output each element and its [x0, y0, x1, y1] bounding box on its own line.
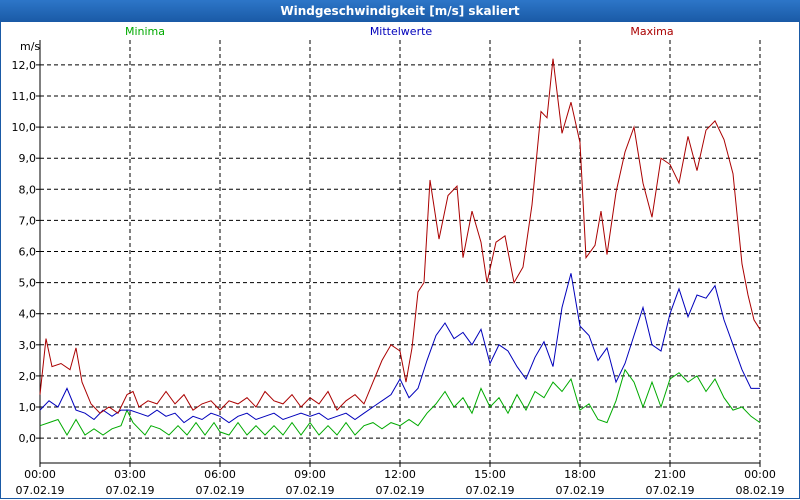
x-tick-time: 21:00 [654, 468, 686, 481]
grid-lines [39, 40, 761, 463]
x-tick-time: 06:00 [204, 468, 236, 481]
y-tick-label: 0,0 [19, 432, 37, 445]
series-lines [39, 58, 761, 436]
y-tick-label: 6,0 [19, 246, 37, 259]
x-tick-date: 07.02.19 [16, 484, 65, 497]
x-tick-time: 00:00 [744, 468, 776, 481]
y-axis-label: m/s [20, 40, 40, 53]
x-tick-date: 07.02.19 [106, 484, 155, 497]
x-tick-time: 00:00 [24, 468, 56, 481]
x-tick-time: 09:00 [294, 468, 326, 481]
y-tick-label: 9,0 [19, 152, 37, 165]
legend-label-mittelwerte: Mittelwerte [370, 25, 433, 38]
window-title: Windgeschwindigkeit [m/s] skaliert [0, 0, 800, 22]
series-line-mittelwerte [39, 273, 760, 424]
x-axis: 00:00 07.02.19 03:00 07.02.19 06:00 07.02.19 0… [16, 462, 785, 497]
x-tick-date: 07.02.19 [646, 484, 695, 497]
y-tick-label: 4,0 [19, 308, 37, 321]
y-tick-label: 8,0 [19, 183, 37, 196]
x-tick-date: 08.02.19 [736, 484, 785, 497]
x-tick-time: 12:00 [384, 468, 416, 481]
legend-label-minima: Minima [125, 25, 165, 38]
x-tick-date: 07.02.19 [196, 484, 245, 497]
x-tick-time: 03:00 [114, 468, 146, 481]
series-line-minima [39, 368, 761, 436]
y-tick-label: 10,0 [12, 121, 37, 134]
y-tick-label: 7,0 [19, 214, 37, 227]
x-tick-date: 07.02.19 [466, 484, 515, 497]
y-tick-label: 2,0 [19, 370, 37, 383]
y-axis: 0,0 1,0 2,0 3,0 4,0 5,0 6,0 7,0 8,0 9,0 10,0 11,0 12… [12, 40, 41, 463]
y-tick-label: 1,0 [19, 401, 37, 414]
series-line-maxima [39, 58, 761, 414]
legend: Minima Mittelwerte Maxima [125, 25, 674, 38]
y-tick-label: 3,0 [19, 339, 37, 352]
x-tick-time: 18:00 [564, 468, 596, 481]
x-tick-time: 15:00 [474, 468, 506, 481]
y-tick-label: 5,0 [19, 277, 37, 290]
legend-label-maxima: Maxima [630, 25, 673, 38]
x-tick-date: 07.02.19 [376, 484, 425, 497]
x-tick-date: 07.02.19 [556, 484, 605, 497]
y-tick-label: 12,0 [12, 59, 37, 72]
y-tick-label: 11,0 [12, 90, 37, 103]
x-tick-date: 07.02.19 [286, 484, 335, 497]
